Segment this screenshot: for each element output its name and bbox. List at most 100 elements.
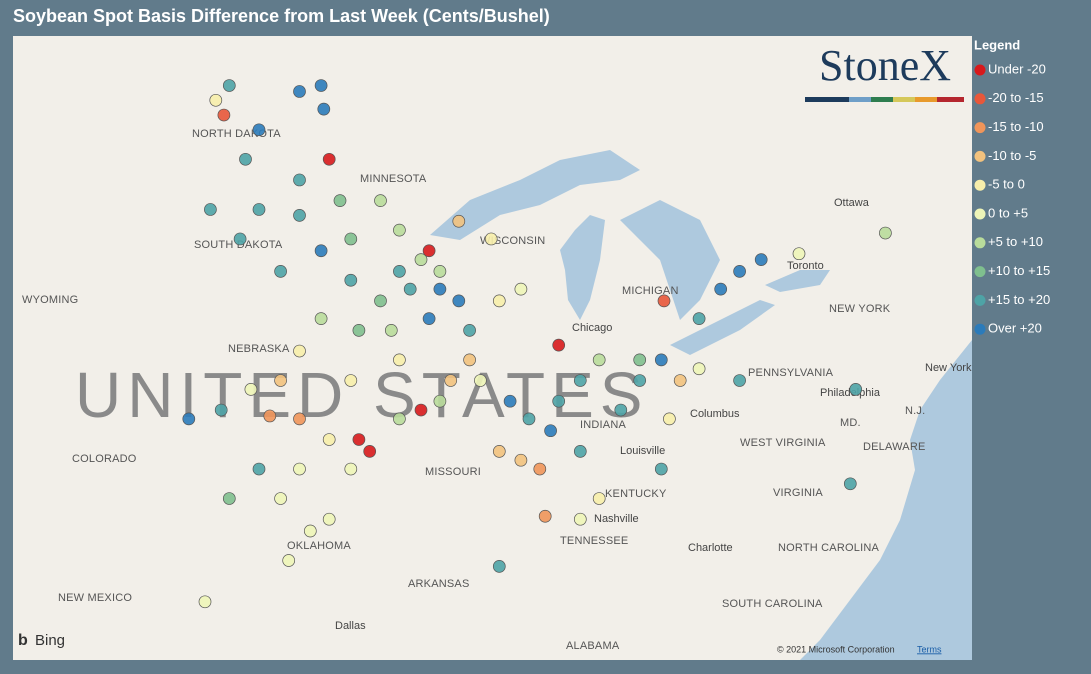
location-dot bbox=[422, 312, 436, 325]
place-label: Chicago bbox=[572, 322, 612, 334]
location-dot bbox=[374, 194, 387, 207]
legend-label: Under -20 bbox=[988, 61, 1046, 76]
location-dot bbox=[293, 344, 306, 358]
terms-link[interactable]: Terms bbox=[917, 644, 942, 654]
title: Soybean Spot Basis Difference from Last … bbox=[13, 6, 550, 26]
place-label: ALABAMA bbox=[566, 640, 620, 652]
location-dot bbox=[393, 353, 406, 367]
location-dot bbox=[344, 273, 358, 287]
place-label: NEW YORK bbox=[829, 303, 891, 315]
location-dot bbox=[293, 173, 306, 187]
location-dot bbox=[314, 244, 328, 258]
legend-label: -15 to -10 bbox=[988, 119, 1044, 134]
points bbox=[182, 79, 892, 609]
location-dot bbox=[433, 265, 447, 278]
legend-label: +5 to +10 bbox=[988, 234, 1043, 249]
location-dot bbox=[538, 509, 552, 523]
location-dot bbox=[654, 462, 668, 476]
place-label: MICHIGAN bbox=[622, 285, 679, 297]
location-dot bbox=[792, 247, 806, 261]
location-dot bbox=[403, 282, 417, 296]
location-dot bbox=[503, 394, 517, 408]
legend-swatch bbox=[974, 237, 986, 249]
legend-label: +10 to +15 bbox=[988, 263, 1050, 278]
location-dot bbox=[754, 253, 768, 266]
location-dot bbox=[733, 374, 746, 387]
location-dot bbox=[393, 412, 406, 426]
location-dot bbox=[433, 282, 447, 296]
location-dot bbox=[252, 203, 266, 216]
location-dot bbox=[414, 403, 428, 417]
location-dot bbox=[198, 595, 212, 609]
location-dot bbox=[393, 265, 406, 278]
place-label: NORTH CAROLINA bbox=[778, 542, 879, 554]
legend-label: +15 to +20 bbox=[988, 292, 1050, 307]
location-dot bbox=[239, 152, 252, 166]
location-dot bbox=[673, 374, 687, 387]
place-label: NORTH DAKOTA bbox=[192, 128, 281, 140]
place-label: New York bbox=[925, 362, 972, 374]
location-dot bbox=[492, 294, 506, 308]
location-dot bbox=[322, 152, 336, 166]
location-dot bbox=[533, 462, 547, 476]
location-dot bbox=[384, 324, 398, 337]
location-dot bbox=[663, 412, 676, 426]
location-dot bbox=[352, 433, 366, 446]
lake-michigan bbox=[560, 215, 605, 320]
location-dot bbox=[657, 294, 671, 308]
place-label: DELAWARE bbox=[863, 441, 926, 453]
logo-stripe bbox=[805, 97, 964, 102]
legend-swatch bbox=[974, 266, 986, 278]
location-dot bbox=[314, 79, 328, 92]
location-dot bbox=[352, 324, 366, 337]
location-dot bbox=[714, 282, 728, 296]
place-label: MISSOURI bbox=[425, 466, 481, 478]
location-dot bbox=[474, 374, 487, 387]
location-dot bbox=[544, 424, 557, 438]
location-dot bbox=[452, 294, 466, 308]
legend-label: -20 to -15 bbox=[988, 90, 1044, 105]
place-label: COLORADO bbox=[72, 453, 137, 465]
location-dot bbox=[204, 203, 217, 216]
lake-erie bbox=[670, 300, 775, 355]
location-dot bbox=[282, 554, 296, 567]
location-dot bbox=[514, 282, 528, 296]
legend-title: Legend bbox=[974, 37, 1020, 52]
location-dot bbox=[209, 93, 223, 107]
location-dot bbox=[733, 265, 746, 278]
location-dot bbox=[217, 108, 231, 122]
bing-icon: b bbox=[18, 632, 28, 649]
location-dot bbox=[573, 512, 587, 526]
location-dot bbox=[293, 209, 306, 222]
location-dot bbox=[293, 462, 306, 476]
location-dot bbox=[692, 362, 706, 376]
lake-ontario bbox=[765, 270, 830, 292]
location-dot bbox=[274, 265, 287, 278]
place-label: PENNSYLVANIA bbox=[748, 367, 834, 379]
location-dot bbox=[252, 462, 266, 476]
location-dot bbox=[222, 492, 236, 505]
ocean bbox=[800, 340, 972, 660]
location-dot bbox=[633, 353, 647, 367]
lake-huron bbox=[620, 200, 720, 320]
place-label: N.J. bbox=[905, 405, 925, 417]
location-dot bbox=[263, 409, 277, 423]
location-dot bbox=[422, 244, 436, 258]
place-label: TENNESSEE bbox=[560, 535, 628, 547]
location-dot bbox=[314, 312, 328, 325]
copyright: © 2021 Microsoft Corporation bbox=[777, 644, 895, 654]
location-dot bbox=[393, 223, 406, 237]
bing: Bing bbox=[35, 632, 65, 649]
location-dot bbox=[484, 232, 498, 246]
location-dot bbox=[182, 412, 196, 426]
legend-label: 0 to +5 bbox=[988, 205, 1028, 220]
location-dot bbox=[244, 383, 258, 396]
place-label: KENTUCKY bbox=[605, 488, 667, 500]
place-label: OKLAHOMA bbox=[287, 540, 351, 552]
location-dot bbox=[492, 445, 506, 458]
location-dot bbox=[514, 453, 528, 467]
location-dot bbox=[654, 353, 668, 367]
place-label: Dallas bbox=[335, 620, 366, 632]
